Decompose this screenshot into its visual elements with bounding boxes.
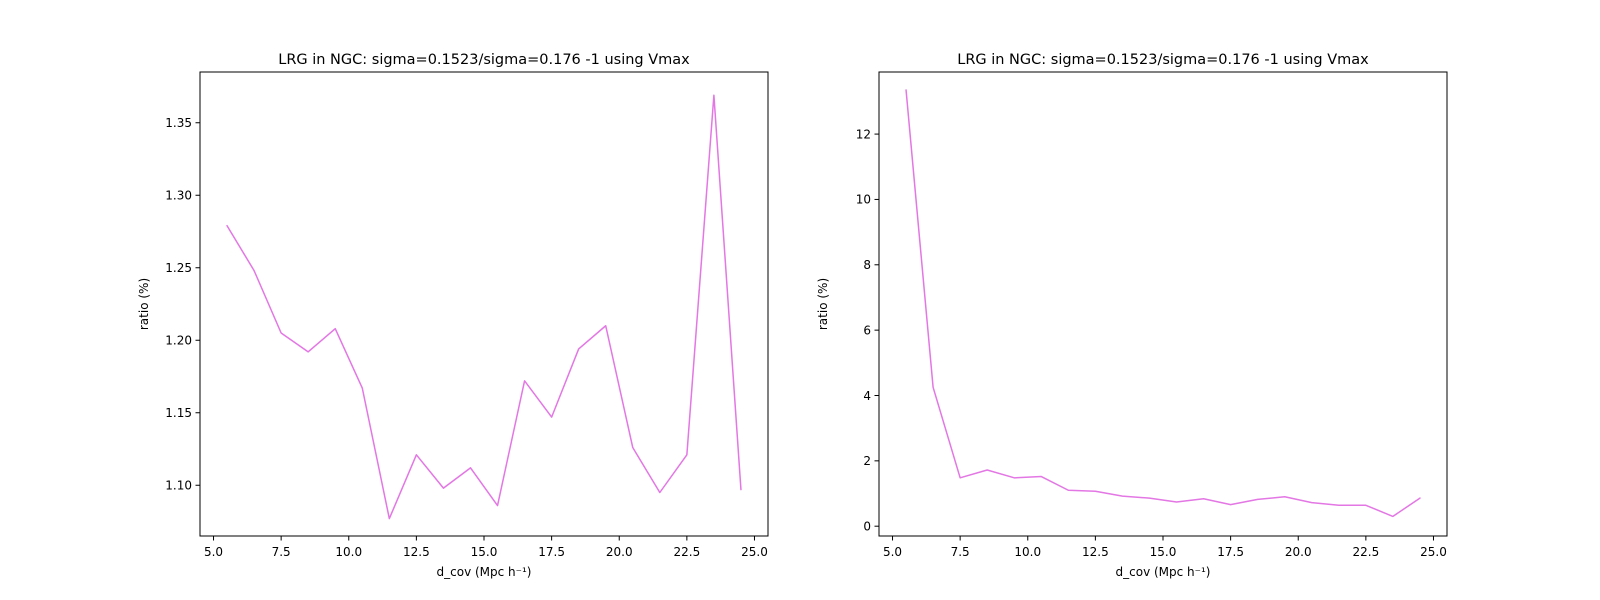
right-x-axis-label: d_cov (Mpc h⁻¹) bbox=[1116, 565, 1211, 579]
left-x-tick-label: 10.0 bbox=[335, 545, 362, 559]
right-y-tick-label: 12 bbox=[856, 127, 871, 141]
right-chart-title: LRG in NGC: sigma=0.1523/sigma=0.176 -1 … bbox=[957, 52, 1369, 68]
right-x-tick-label: 20.0 bbox=[1285, 545, 1312, 559]
left-x-tick-label: 5.0 bbox=[204, 545, 223, 559]
left-y-tick-label: 1.20 bbox=[165, 334, 192, 348]
left-series-line bbox=[226, 94, 742, 520]
right-y-tick-label: 8 bbox=[863, 258, 871, 272]
right-x-tick-label: 15.0 bbox=[1150, 545, 1177, 559]
right-y-tick-label: 2 bbox=[863, 454, 871, 468]
left-y-tick-label: 1.25 bbox=[165, 261, 192, 275]
left-x-tick-label: 7.5 bbox=[272, 545, 291, 559]
right-y-tick-label: 10 bbox=[856, 193, 871, 207]
right-x-tick-label: 25.0 bbox=[1420, 545, 1447, 559]
left-x-tick-label: 12.5 bbox=[403, 545, 430, 559]
right-series-line bbox=[905, 89, 1421, 518]
left-y-tick-label: 1.35 bbox=[165, 116, 192, 130]
right-x-tick-label: 22.5 bbox=[1352, 545, 1379, 559]
right-y-axis-label: ratio (%) bbox=[816, 278, 830, 330]
right-x-tick-label: 10.0 bbox=[1014, 545, 1041, 559]
left-x-tick-label: 15.0 bbox=[471, 545, 498, 559]
right-plot-frame bbox=[878, 71, 1448, 537]
right-x-tick-label: 5.0 bbox=[883, 545, 902, 559]
left-chart-panel: LRG in NGC: sigma=0.1523/sigma=0.176 -1 … bbox=[137, 52, 769, 579]
left-y-axis-label: ratio (%) bbox=[137, 278, 151, 330]
right-x-tick-label: 12.5 bbox=[1082, 545, 1109, 559]
left-x-tick-label: 25.0 bbox=[741, 545, 768, 559]
right-y-tick-label: 4 bbox=[863, 389, 871, 403]
right-y-tick-label: 0 bbox=[863, 519, 871, 533]
left-plot-frame bbox=[199, 71, 769, 537]
left-x-tick-label: 20.0 bbox=[606, 545, 633, 559]
left-y-tick-label: 1.15 bbox=[165, 406, 192, 420]
left-y-tick-label: 1.30 bbox=[165, 189, 192, 203]
left-x-tick-label: 22.5 bbox=[673, 545, 700, 559]
left-chart-title: LRG in NGC: sigma=0.1523/sigma=0.176 -1 … bbox=[278, 52, 690, 68]
right-chart-panel: LRG in NGC: sigma=0.1523/sigma=0.176 -1 … bbox=[816, 52, 1448, 579]
left-y-tick-label: 1.10 bbox=[165, 479, 192, 493]
right-x-tick-label: 7.5 bbox=[951, 545, 970, 559]
right-y-tick-label: 6 bbox=[863, 323, 871, 337]
left-x-tick-label: 17.5 bbox=[538, 545, 565, 559]
right-x-tick-label: 17.5 bbox=[1217, 545, 1244, 559]
left-x-axis-label: d_cov (Mpc h⁻¹) bbox=[437, 565, 532, 579]
